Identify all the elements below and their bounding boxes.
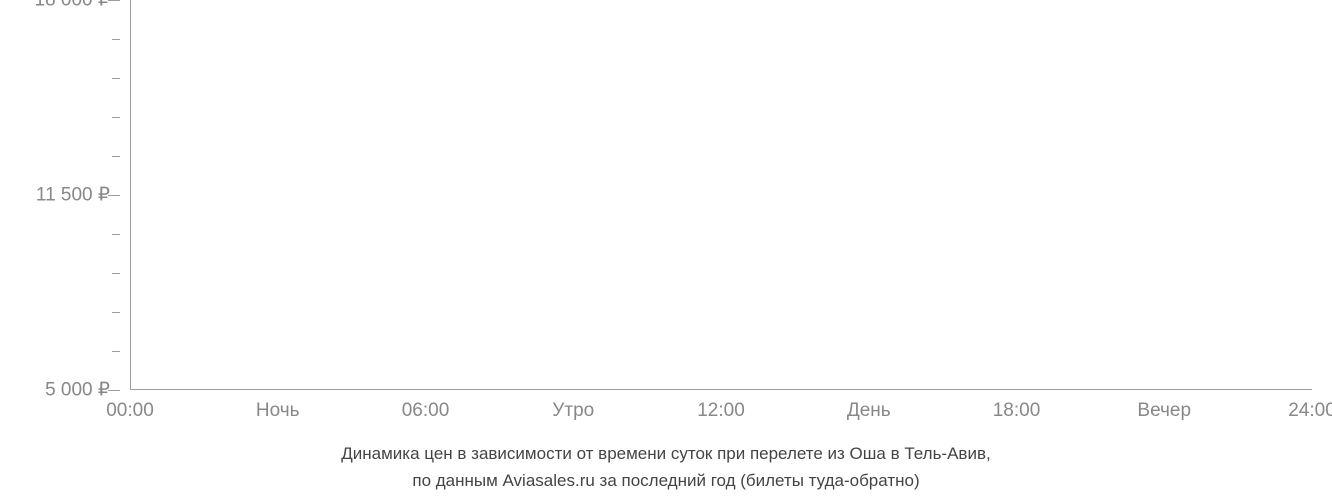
x-axis-label: День bbox=[847, 400, 891, 422]
x-axis-label: 12:00 bbox=[697, 400, 745, 422]
y-axis-minor-tick bbox=[112, 273, 120, 274]
y-axis-minor-tick bbox=[112, 312, 120, 313]
y-axis-minor-tick bbox=[112, 78, 120, 79]
y-axis-tick bbox=[108, 390, 120, 391]
y-axis-tick bbox=[108, 195, 120, 196]
y-axis-minor-tick bbox=[112, 156, 120, 157]
price-by-hour-chart: 18 000 ₽ 11 500 ₽ 5 000 ₽ 00:00 Ночь 06:00 Ут… bbox=[0, 0, 1332, 502]
caption-line-1: Динамика цен в зависимости от времени су… bbox=[0, 440, 1332, 467]
x-axis-label: 18:00 bbox=[993, 400, 1041, 422]
plot-area bbox=[130, 0, 1312, 390]
x-axis-label: Утро bbox=[552, 400, 594, 422]
y-axis-minor-tick bbox=[112, 117, 120, 118]
chart-caption: Динамика цен в зависимости от времени су… bbox=[0, 440, 1332, 494]
x-axis-label: 06:00 bbox=[402, 400, 450, 422]
y-axis-label: 11 500 ₽ bbox=[36, 184, 110, 207]
x-axis-label: 00:00 bbox=[106, 400, 154, 422]
x-axis-label: Вечер bbox=[1137, 400, 1191, 422]
x-axis-label: Ночь bbox=[256, 400, 300, 422]
y-axis-label: 18 000 ₽ bbox=[35, 0, 110, 12]
y-axis-minor-tick bbox=[112, 234, 120, 235]
y-axis-tick bbox=[108, 0, 120, 1]
x-axis: 00:00Ночь06:00Утро12:00День18:00Вечер24:… bbox=[130, 395, 1312, 425]
bars-group bbox=[131, 0, 1312, 389]
y-axis: 18 000 ₽11 500 ₽5 000 ₽ bbox=[0, 0, 120, 390]
caption-line-2: по данным Aviasales.ru за последний год … bbox=[0, 467, 1332, 494]
y-axis-minor-tick bbox=[112, 39, 120, 40]
x-axis-label: 24:00 bbox=[1288, 400, 1332, 422]
y-axis-minor-tick bbox=[112, 351, 120, 352]
y-axis-label: 5 000 ₽ bbox=[45, 379, 110, 402]
